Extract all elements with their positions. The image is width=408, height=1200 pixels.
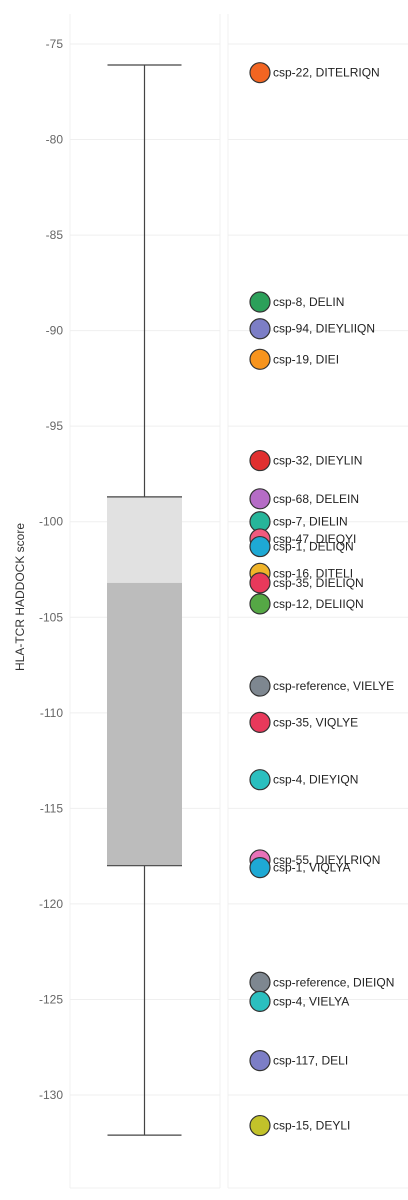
y-tick-label: -100 (39, 515, 63, 529)
y-tick-label: -130 (39, 1088, 63, 1102)
score-point-marker (249, 318, 271, 340)
score-point-label: csp-1, VIQLYA (273, 861, 351, 875)
score-point-label: csp-35, VIQLYE (273, 715, 358, 729)
score-point-label: csp-7, DIELIN (273, 515, 348, 529)
score-point: csp-32, DIEYLIN (249, 449, 362, 472)
y-tick-label: -110 (40, 706, 63, 720)
score-point-marker (249, 291, 271, 313)
y-tick-label: -115 (40, 801, 63, 815)
score-point-label: csp-35, DIELIQN (273, 576, 364, 590)
score-point: csp-reference, DIEIQN (249, 971, 394, 993)
y-tick-label: -90 (46, 324, 64, 338)
y-tick-label: -95 (46, 419, 64, 433)
score-point-label: csp-94, DIEYLIIQN (273, 322, 375, 336)
score-point-label: csp-117, DELI (273, 1054, 348, 1068)
score-point-marker (249, 62, 271, 84)
score-point: csp-15, DEYLI (249, 1114, 350, 1137)
score-point-label: csp-4, VIELYA (273, 994, 349, 1008)
score-point: csp-reference, VIELYE (249, 675, 394, 697)
score-point: csp-19, DIEI (249, 348, 339, 370)
score-point-label: csp-22, DITELRIQN (273, 66, 380, 80)
score-point: csp-68, DELEIN (249, 488, 359, 510)
score-point-label: csp-19, DIEI (273, 352, 339, 366)
score-point-marker (249, 348, 271, 370)
score-point: csp-1, VIQLYA (249, 857, 351, 879)
score-point-marker (249, 535, 271, 558)
score-point: csp-12, DELIIQN (249, 593, 364, 615)
score-point: csp-4, DIEYIQN (249, 769, 358, 791)
score-point-label: csp-15, DEYLI (273, 1119, 350, 1133)
score-point-label: csp-reference, DIEIQN (273, 975, 394, 989)
score-point: csp-117, DELI (249, 1050, 348, 1072)
score-point: csp-22, DITELRIQN (249, 62, 380, 84)
box-upper-quartile (107, 496, 182, 583)
score-point-marker (249, 1114, 271, 1137)
y-tick-label: -75 (46, 37, 64, 51)
score-point-marker (249, 593, 271, 615)
score-point-marker (249, 711, 271, 733)
score-point-label: csp-4, DIEYIQN (273, 773, 358, 787)
score-point-marker (249, 572, 271, 594)
score-point-label: csp-12, DELIIQN (273, 597, 364, 611)
score-point-marker (249, 449, 271, 472)
score-point-marker (249, 971, 271, 993)
score-point: csp-4, VIELYA (249, 990, 349, 1012)
score-point: csp-94, DIEYLIIQN (249, 318, 375, 340)
score-point-label: csp-68, DELEIN (273, 492, 359, 506)
score-points: csp-22, DITELRIQN csp-8, DELIN csp-94, DIE… (249, 62, 394, 1137)
y-tick-label: -105 (39, 610, 63, 624)
score-point-marker (249, 769, 271, 791)
score-point-label: csp-reference, VIELYE (273, 679, 394, 693)
score-point: csp-35, DIELIQN (249, 572, 364, 594)
score-point: csp-8, DELIN (249, 291, 344, 313)
score-point-label: csp-1, DELIQN (273, 540, 354, 554)
box-lower-quartile (107, 582, 182, 866)
score-point-marker (249, 675, 271, 697)
score-point: csp-7, DIELIN (249, 511, 348, 533)
score-point-label: csp-16, DITELI (273, 566, 353, 580)
score-point: csp-1, DELIQN (249, 535, 354, 558)
y-tick-label: -85 (46, 228, 64, 242)
score-point-label: csp-32, DIEYLIN (273, 454, 362, 468)
score-point: csp-35, VIQLYE (249, 711, 358, 733)
y-tick-label: -120 (39, 897, 63, 911)
y-tick-label: -80 (46, 133, 64, 147)
score-point-marker (249, 990, 271, 1012)
score-point-label: csp-55, DIEYLRIQN (273, 853, 380, 867)
box-plot (107, 64, 182, 1136)
y-axis: -75 -80 -85 -90 -95 -100 -105 -110 -115 -120 -125 -… (39, 37, 63, 1102)
score-point-marker (249, 1050, 271, 1072)
score-point-marker (249, 488, 271, 510)
score-point-label: csp-47, DIEQYI (273, 532, 356, 546)
score-point-label: csp-8, DELIN (273, 295, 344, 309)
y-tick-label: -125 (39, 992, 63, 1006)
score-point-marker (249, 857, 271, 879)
y-axis-title: HLA-TCR HADDOCK score (13, 523, 27, 671)
